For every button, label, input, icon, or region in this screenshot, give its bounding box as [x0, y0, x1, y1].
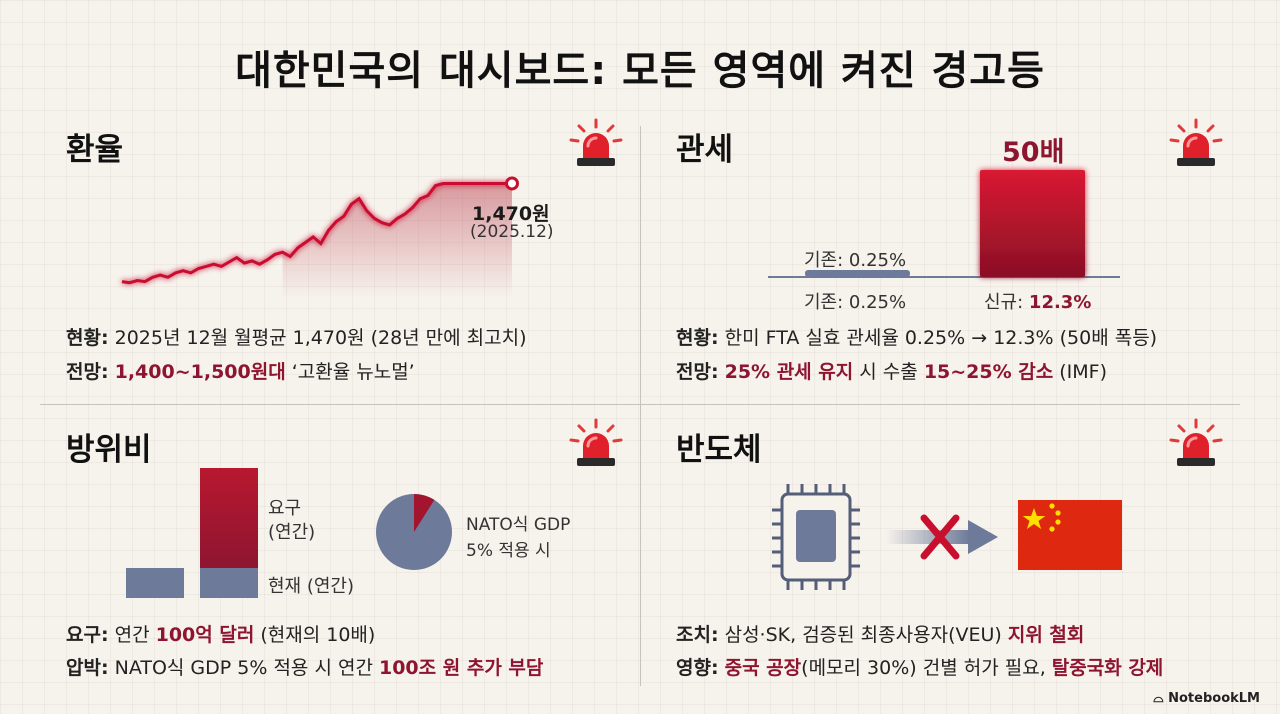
semiconductor-action-label: 조치:: [676, 624, 719, 646]
alarm-icon: [567, 418, 625, 470]
vertical-divider: [640, 126, 641, 686]
page-title: 대한민국의 대시보드: 모든 영역에 켜진 경고등: [235, 48, 1045, 94]
tariff-multiple-label: 50배: [1002, 137, 1065, 168]
tariff-old-top-label: 기존: 0.25%: [804, 250, 907, 271]
defense-pressure-label: 압박:: [66, 657, 109, 679]
defense-demand-highlight: 100억 달러: [155, 624, 255, 646]
exchange-line-chart: [121, 176, 519, 298]
tariff-new-value: 12.3%: [1028, 292, 1092, 313]
arrow-icon: [886, 520, 998, 554]
defense-bar-chart: [126, 468, 258, 598]
tariff-status-label: 현황:: [676, 327, 719, 349]
defense-title: 방위비: [66, 432, 152, 468]
exchange-status: 현황: 2025년 12월 월평균 1,470원 (28년 만에 최고치): [66, 323, 527, 350]
exchange-outlook-highlight: 1,400~1,500원대: [114, 361, 286, 383]
cross-icon: [920, 514, 960, 560]
tariff-outlook-mid: 시 수출: [853, 361, 924, 383]
tariff-old-bar: [805, 270, 910, 277]
defense-demand-pre: 연간: [108, 624, 156, 646]
alarm-icon: [1167, 418, 1225, 470]
tariff-outlook-tail: (IMF): [1053, 361, 1108, 383]
tariff-new-category: 신규: 12.3%: [984, 288, 1091, 314]
semiconductor-action: 조치: 삼성·SK, 검증된 최종사용자(VEU) 지위 철회: [676, 620, 1084, 647]
defense-demand-label-1: 요구: [268, 498, 302, 519]
exchange-status-text: 2025년 12월 월평균 1,470원 (28년 만에 최고치): [108, 327, 527, 349]
semiconductor-impact-label: 영향:: [676, 657, 719, 679]
semiconductor-title: 반도체: [676, 432, 762, 468]
tariff-new-prefix: 신규:: [984, 292, 1024, 313]
semiconductor-impact-h2: 탈중국화 강제: [1051, 657, 1164, 679]
exchange-outlook-label: 전망:: [66, 361, 109, 383]
defense-demand-label: 요구:: [66, 624, 109, 646]
exchange-area: [282, 183, 512, 298]
defense-demand-bar: [200, 468, 258, 568]
alarm-icon: [1167, 118, 1225, 170]
defense-demand: 요구: 연간 100억 달러 (현재의 10배): [66, 620, 375, 647]
defense-current-bar: [126, 568, 184, 598]
defense-pie-chart: [376, 494, 452, 570]
semiconductor-action-text: 삼성·SK, 검증된 최종사용자(VEU): [718, 624, 1008, 646]
defense-pressure: 압박: NATO식 GDP 5% 적용 시 연간 100조 원 추가 부담: [66, 653, 543, 680]
tariff-bar-chart: [768, 170, 1120, 278]
defense-pressure-highlight: 100조 원 추가 부담: [378, 657, 544, 679]
semiconductor-diagram: [772, 484, 1122, 590]
exchange-status-label: 현황:: [66, 327, 109, 349]
pie-highlight-slice: [414, 494, 435, 532]
defense-demand-label-2: (연간): [268, 522, 316, 543]
defense-demand-tail: (현재의 10배): [254, 624, 376, 646]
tariff-outlook-label: 전망:: [676, 361, 719, 383]
defense-demand-base: [200, 568, 258, 598]
exchange-end-label: 1,470원: [472, 203, 550, 225]
tariff-outlook-h1: 25% 관세 유지: [724, 361, 854, 383]
tariff-old-category: 기존: 0.25%: [804, 292, 907, 313]
exchange-outlook-text: ‘고환율 뉴노멀’: [285, 361, 415, 383]
tariff-title: 관세: [676, 132, 734, 168]
tariff-new-bar: [980, 170, 1085, 277]
exchange-line: [121, 182, 512, 285]
exchange-outlook: 전망: 1,400~1,500원대 ‘고환율 뉴노멀’: [66, 357, 415, 384]
exchange-end-date: (2025.12): [470, 222, 554, 242]
defense-current-label: 현재 (연간): [268, 576, 355, 597]
semiconductor-impact-h1: 중국 공장: [724, 657, 802, 679]
defense-pressure-pre: NATO식 GDP 5% 적용 시 연간: [108, 657, 379, 679]
brand-icon: ⌓: [1153, 691, 1164, 706]
brand-logo: ⌓ NotebookLM: [1153, 691, 1260, 706]
tariff-status: 현황: 한미 FTA 실효 관세율 0.25% → 12.3% (50배 폭등): [676, 323, 1157, 350]
semiconductor-action-highlight: 지위 철회: [1007, 624, 1085, 646]
exchange-title: 환율: [66, 132, 124, 168]
tariff-outlook-h2: 15~25% 감소: [923, 361, 1054, 383]
tariff-status-text: 한미 FTA 실효 관세율 0.25% → 12.3% (50배 폭등): [718, 327, 1158, 349]
pie-label-1: NATO식 GDP: [466, 515, 571, 535]
exchange-end-point: [505, 176, 519, 191]
semiconductor-impact-mid: (메모리 30%) 건별 허가 필요,: [801, 657, 1052, 679]
china-flag-icon: [1018, 500, 1122, 570]
chip-icon: [772, 484, 860, 590]
pie-label-2: 5% 적용 시: [466, 541, 551, 561]
brand-name: NotebookLM: [1168, 691, 1260, 706]
semiconductor-impact: 영향: 중국 공장(메모리 30%) 건별 허가 필요, 탈중국화 강제: [676, 653, 1163, 680]
alarm-icon: [567, 118, 625, 170]
tariff-outlook: 전망: 25% 관세 유지 시 수출 15~25% 감소 (IMF): [676, 357, 1107, 384]
horizontal-divider: [40, 404, 1240, 405]
